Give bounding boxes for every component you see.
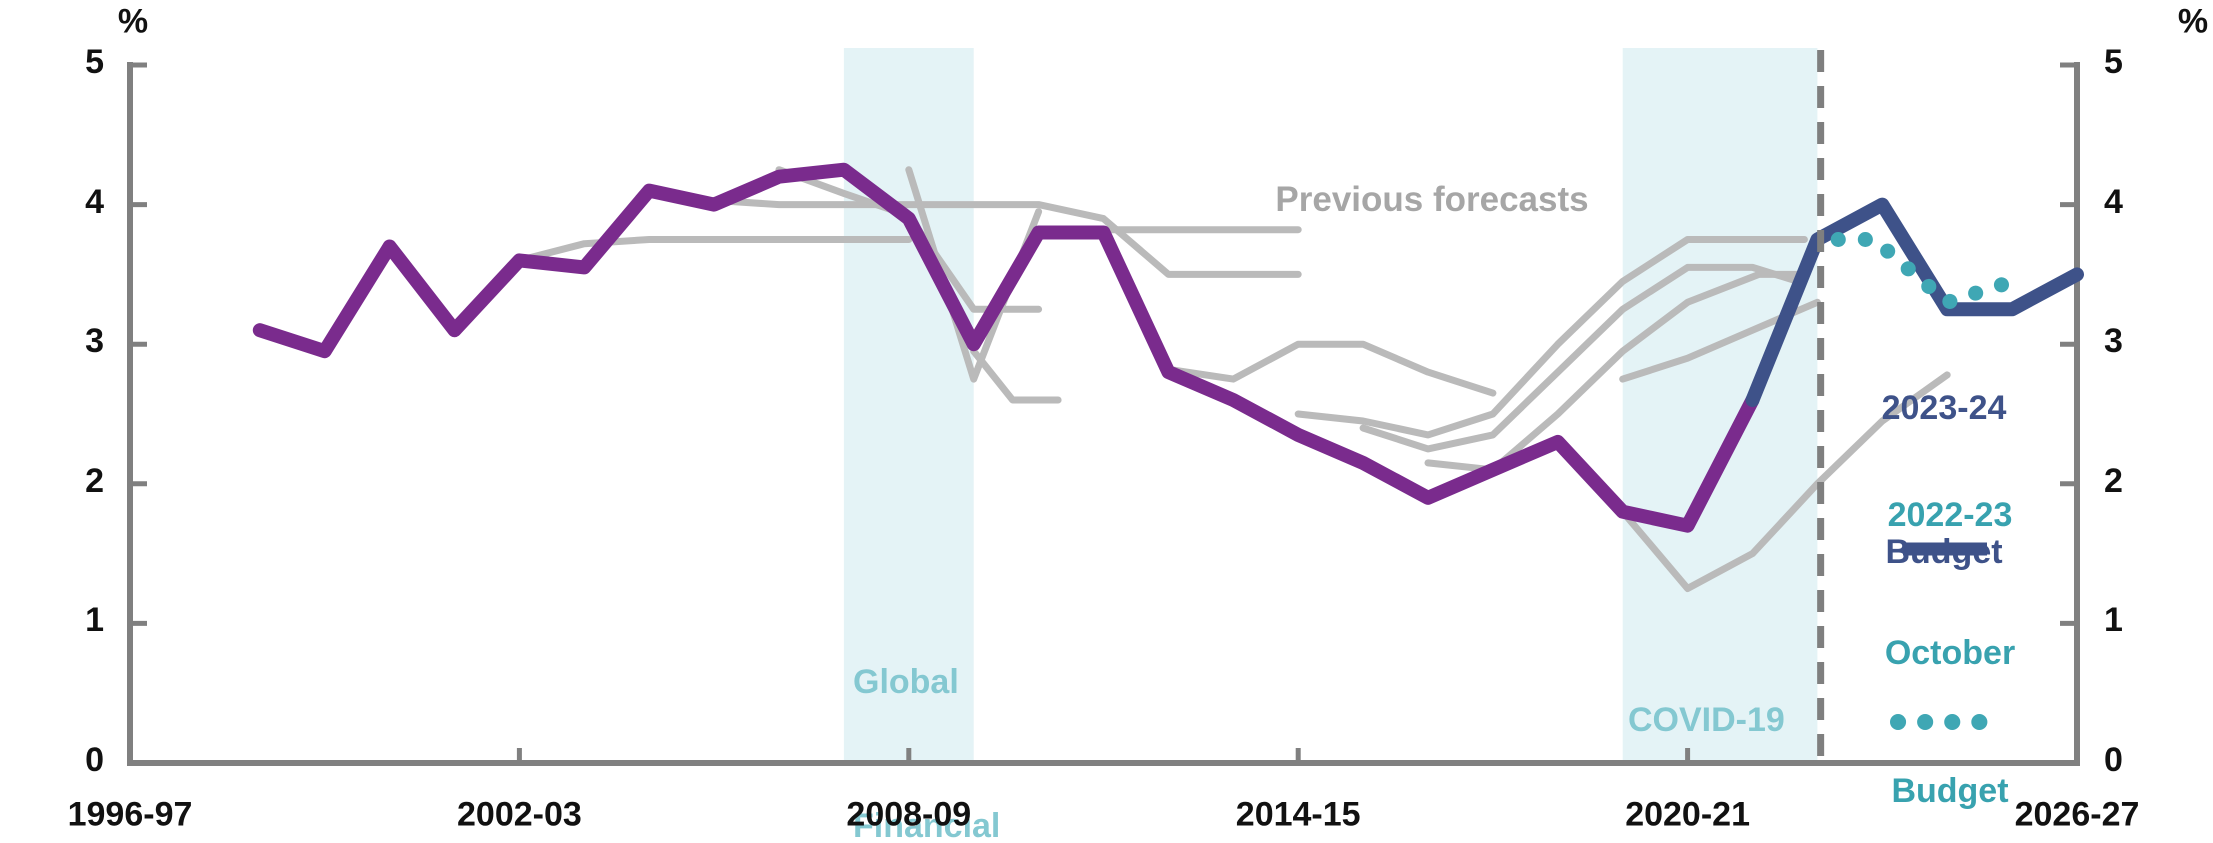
gfc-annotation-line1: Global (853, 663, 959, 701)
previous-forecast-line-11 (1619, 371, 1951, 592)
budget-2023-24-forecast-line (1745, 197, 2084, 407)
y-tick-label-left-1: 1 (85, 601, 104, 640)
legend-2022-23-october-budget: 2022-23 October Budget (1885, 400, 2015, 843)
x-tick-label-2008-09: 2008-09 (846, 795, 972, 834)
legend-2023-24-budget-line2: Budget (1885, 533, 2003, 571)
x-tick-label-1996-97: 1996-97 (67, 795, 193, 834)
x-tick-label-2014-15: 2014-15 (1235, 795, 1361, 834)
previous-forecast-line-1 (515, 236, 913, 264)
y-tick-label-right-4: 4 (2104, 182, 2123, 221)
event-band-covid (1622, 48, 1818, 763)
y-tick-label-left-5: 5 (85, 43, 104, 81)
y-tick-label-left-3: 3 (85, 322, 104, 361)
gfc-annotation-line2: Financial (853, 807, 1001, 843)
covid-annotation-line1: COVID-19 (1628, 701, 1785, 739)
actual-wage-growth-line (252, 162, 1760, 533)
y-tick-label-right-0: 0 (2104, 741, 2123, 779)
gfc-annotation: Global Financial Crisis (853, 562, 1000, 843)
x-tick-label-2002-03: 2002-03 (457, 795, 582, 834)
y-tick-label-left-4: 4 (85, 182, 104, 221)
x-tick-label-2026-27: 2026-27 (2014, 795, 2140, 834)
y-tick-label-right-2: 2 (2104, 461, 2123, 500)
previous-forecast-line-8 (1294, 236, 1808, 439)
y-tick-label-left-2: 2 (85, 461, 104, 500)
covid-annotation: COVID-19 pandemic (1628, 600, 1787, 843)
legend-2022-23-october-budget-line1: 2022-23 (1887, 496, 2013, 534)
y-tick-label-right-1: 1 (2104, 601, 2123, 640)
y-tick-label-right-3: 3 (2104, 322, 2123, 361)
y-axis-unit-right: % (2177, 2, 2209, 41)
y-tick-label-right-5: 5 (2104, 43, 2123, 81)
previous-forecasts-annotation: Previous forecasts (1275, 180, 1589, 219)
legend-2022-23-october-budget-line2: October (1884, 634, 2016, 672)
october-budget-2022-23-forecast-dots (1830, 232, 2020, 310)
x-tick-label-2020-21: 2020-21 (1625, 795, 1750, 834)
legend-2023-24-budget-line1: 2023-24 (1881, 389, 2007, 427)
previous-forecast-line-9 (1359, 263, 1802, 453)
previous-forecast-line-5 (970, 347, 1062, 404)
previous-forecast-line-7 (1164, 340, 1497, 397)
previous-forecast-line-2 (710, 196, 1302, 278)
legend-2022-23-october-budget-line3: Budget (1891, 772, 2009, 810)
y-axis-unit-left: % (117, 2, 149, 41)
legend-2023-24-budget: 2023-24 Budget (1882, 288, 2007, 672)
y-tick-label-left-0: 0 (85, 741, 104, 779)
